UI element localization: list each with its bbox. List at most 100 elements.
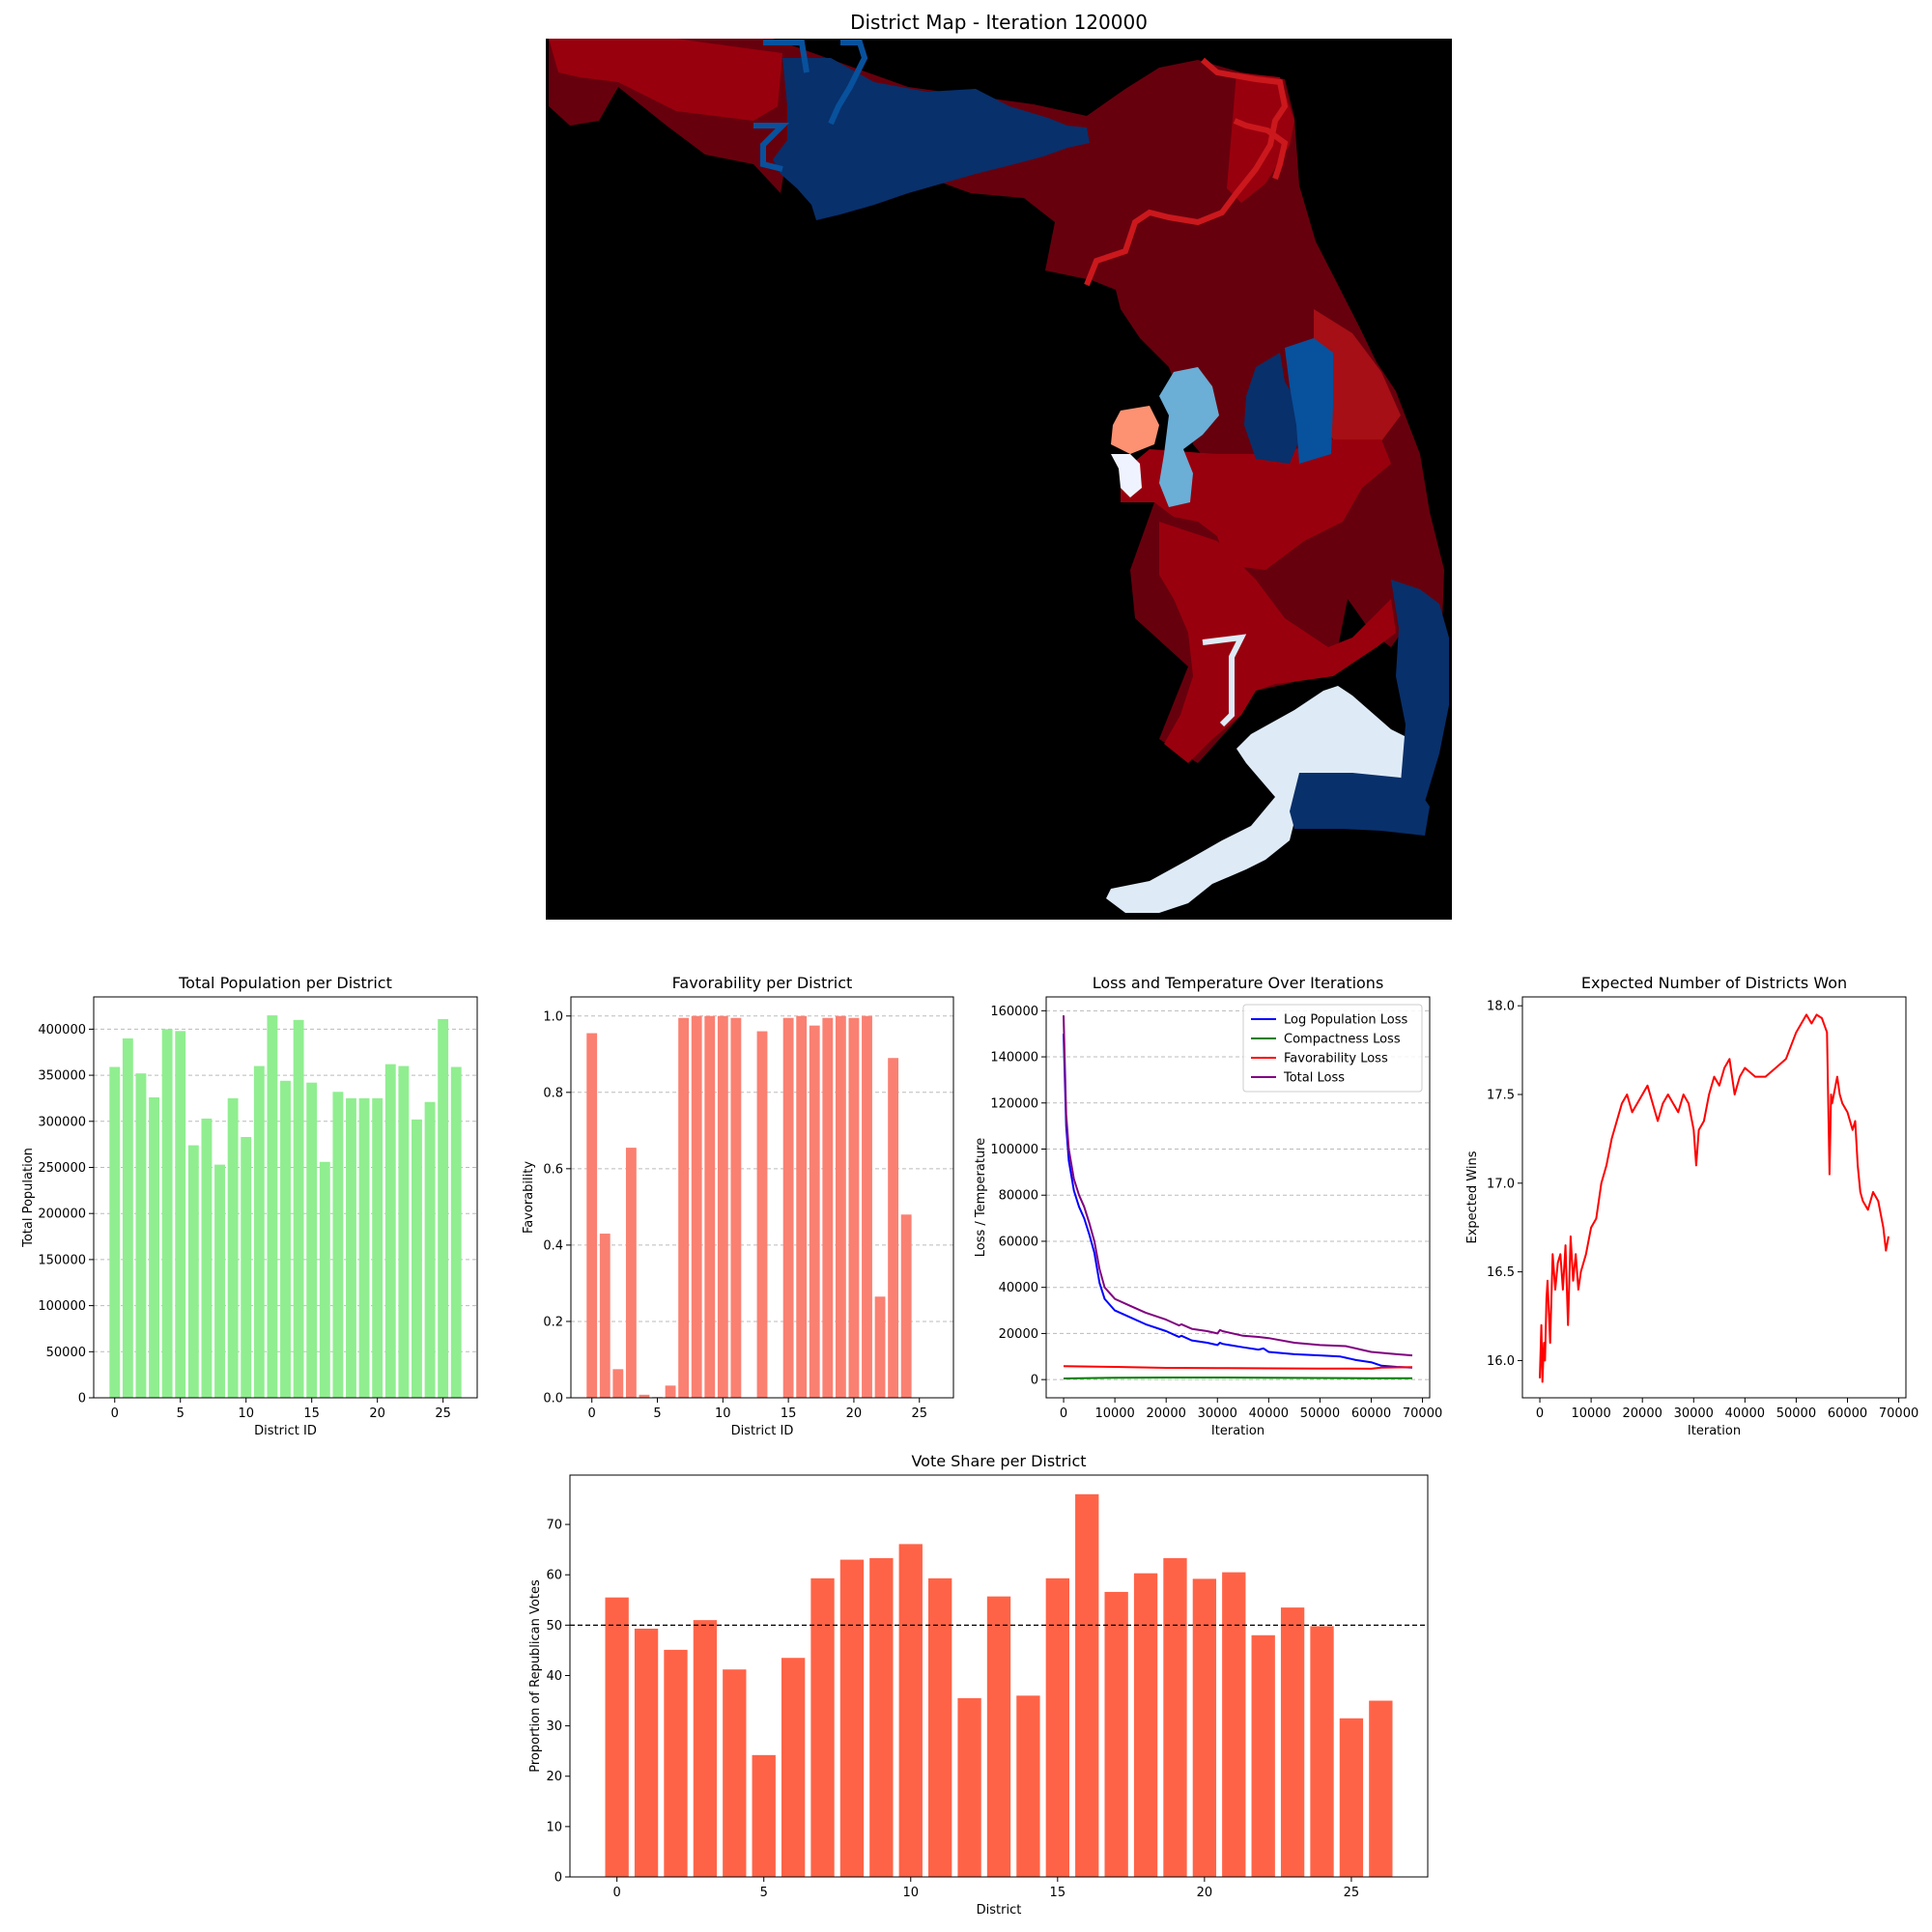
chart-title: Favorability per District <box>672 974 853 992</box>
x-tick-label: 60000 <box>1351 1406 1391 1421</box>
bar <box>241 1137 252 1398</box>
y-tick-label: 100000 <box>38 1299 86 1314</box>
y-tick-label: 300000 <box>38 1115 86 1129</box>
legend: Log Population Loss Compactness Loss Favor… <box>1242 1004 1423 1093</box>
y-tick-label: 0 <box>1031 1374 1038 1388</box>
x-tick-label: 20 <box>846 1406 863 1421</box>
axes-frame <box>570 996 954 1399</box>
bar <box>756 1031 768 1398</box>
y-tick-label: 160000 <box>990 1005 1038 1019</box>
bar <box>625 1148 637 1398</box>
bar <box>293 1019 304 1398</box>
district-region <box>549 39 782 121</box>
bar <box>723 1669 747 1877</box>
bar <box>253 1065 265 1398</box>
bar <box>822 1017 834 1398</box>
bar <box>109 1066 121 1398</box>
y-tick-label: 60000 <box>999 1235 1038 1249</box>
y-tick-label: 0.4 <box>543 1238 563 1253</box>
x-tick-label: 15 <box>303 1406 320 1421</box>
chart-title: Vote Share per District <box>911 1452 1086 1470</box>
y-tick-label: 50 <box>546 1619 562 1634</box>
x-axis-label: District <box>977 1903 1022 1918</box>
y-tick-label: 350000 <box>38 1069 86 1084</box>
y-tick-label: 40000 <box>999 1281 1038 1295</box>
bar <box>358 1097 370 1398</box>
district-map-panel: District Map - Iteration 120000 <box>546 11 1452 920</box>
y-tick-label: 20 <box>546 1770 562 1784</box>
y-tick-label: 80000 <box>999 1189 1038 1204</box>
x-tick-label: 0 <box>613 1886 621 1900</box>
bar <box>135 1073 147 1398</box>
bar <box>372 1097 384 1398</box>
x-tick-label: 70000 <box>1403 1406 1442 1421</box>
population-chart: 0 5 10 15 20 25 0 50000 100000 150000 200000 250000… <box>21 974 478 1438</box>
y-tick-label: 20000 <box>999 1327 1038 1342</box>
x-tick-label: 10 <box>238 1406 254 1421</box>
bar <box>928 1577 952 1877</box>
bar <box>1369 1700 1393 1877</box>
x-tick-label: 15 <box>1050 1886 1066 1900</box>
bar <box>1163 1558 1187 1877</box>
bar <box>888 1058 899 1398</box>
bar <box>693 1620 718 1877</box>
x-tick-label: 40000 <box>1725 1406 1765 1421</box>
bar <box>1016 1695 1040 1877</box>
district-region <box>1106 686 1420 913</box>
bar <box>704 1015 716 1398</box>
bar <box>149 1096 159 1398</box>
axes-frame <box>93 996 478 1399</box>
bar <box>1075 1493 1099 1877</box>
y-tick-label: 120000 <box>990 1096 1038 1111</box>
district-region <box>1285 338 1333 464</box>
bar <box>810 1577 835 1877</box>
bar <box>1251 1634 1275 1877</box>
y-tick-label: 18.0 <box>1487 1000 1515 1014</box>
y-tick-label: 0 <box>78 1392 86 1406</box>
x-tick-label: 0 <box>1536 1406 1544 1421</box>
bar <box>187 1145 199 1398</box>
bar <box>398 1065 410 1398</box>
x-tick-label: 10 <box>902 1886 919 1900</box>
series-line <box>1063 1365 1413 1370</box>
district-region <box>1227 72 1294 203</box>
y-tick-label: 16.5 <box>1487 1265 1515 1280</box>
y-axis-label: Favorability <box>522 1161 536 1234</box>
bar <box>986 1596 1011 1877</box>
bar <box>267 1015 278 1398</box>
y-axis-label: Total Population <box>21 1148 36 1248</box>
district-region <box>773 58 1090 220</box>
bar <box>664 1649 688 1877</box>
district-boundary <box>763 40 810 73</box>
x-tick-label: 15 <box>781 1406 797 1421</box>
y-tick-label: 400000 <box>38 1023 86 1037</box>
bar <box>319 1161 330 1398</box>
x-tick-label: 20000 <box>1147 1406 1186 1421</box>
bar <box>599 1234 611 1398</box>
x-tick-label: 50000 <box>1300 1406 1340 1421</box>
bar <box>586 1033 598 1398</box>
bar <box>450 1066 462 1398</box>
bar <box>1310 1626 1334 1877</box>
bar <box>214 1164 225 1398</box>
x-tick-label: 0 <box>1060 1406 1067 1421</box>
bar <box>612 1369 624 1398</box>
y-tick-label: 60 <box>546 1569 562 1583</box>
expected-wins-chart: 0 10000 20000 30000 40000 50000 60000 70000 16.0… <box>1465 974 1918 1438</box>
district-boundary <box>1084 57 1289 287</box>
bar <box>898 1544 923 1877</box>
x-tick-label: 70000 <box>1879 1406 1918 1421</box>
legend-label: Favorability Loss <box>1284 1052 1388 1066</box>
district-boundary <box>1233 118 1289 180</box>
district-region <box>1391 580 1449 802</box>
bar <box>1339 1718 1364 1877</box>
x-tick-label: 10000 <box>1571 1406 1610 1421</box>
y-tick-label: 16.0 <box>1487 1354 1515 1369</box>
y-axis-label: Proportion of Republican Votes <box>528 1579 543 1773</box>
bar <box>639 1394 650 1398</box>
series-line <box>1539 1013 1889 1383</box>
y-tick-label: 10 <box>546 1820 562 1834</box>
bar <box>346 1097 356 1398</box>
y-axis-label: Loss / Temperature <box>974 1138 988 1258</box>
bar <box>874 1296 886 1398</box>
